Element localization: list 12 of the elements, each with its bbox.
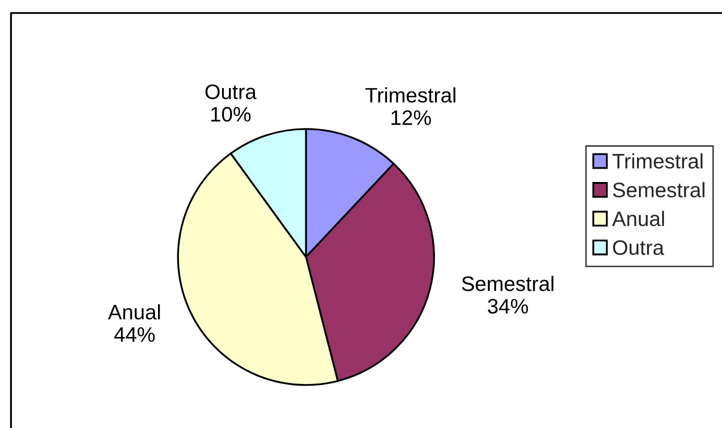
legend-label: Anual [612,210,664,226]
legend-label: Trimestral [612,153,702,169]
slice-label: Anual [108,304,160,320]
legend-label: Outra [613,240,664,255]
slice-label: Trimestral [365,87,456,103]
data-label: 34% [488,298,528,314]
legend-label: Semestral [612,182,704,198]
data-label: 10% [211,106,251,122]
data-label: 44% [114,327,155,342]
slice-label: Outra [205,84,257,100]
data-label: 12% [392,110,431,125]
slice-label: Semestral [462,276,554,292]
